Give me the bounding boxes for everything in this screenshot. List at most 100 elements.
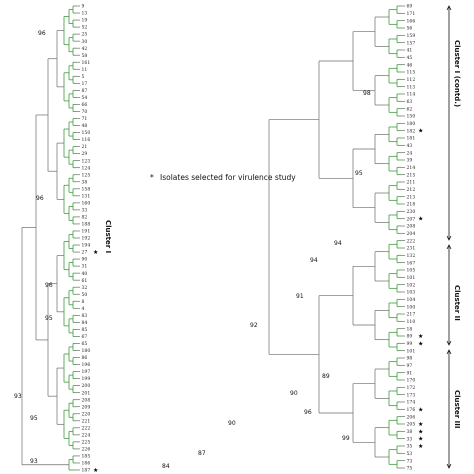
leaf-label: 217 bbox=[407, 312, 416, 318]
leaf-label: 98 bbox=[407, 356, 413, 362]
leaf-label: 101 bbox=[407, 348, 416, 354]
leaf-label: 4 bbox=[82, 306, 85, 312]
leaf-label: 161 bbox=[82, 60, 91, 66]
leaf-label: 67 bbox=[82, 334, 88, 340]
leaf-label: 176 bbox=[407, 407, 416, 413]
leaf-label: 11 bbox=[82, 67, 88, 73]
leaf-label: 204 bbox=[407, 231, 416, 237]
leaf-star-marker: ★ bbox=[418, 333, 423, 340]
leaf-label: 66 bbox=[82, 102, 88, 108]
leaf-label: 196 bbox=[82, 362, 91, 368]
leaf-label: 211 bbox=[407, 180, 416, 186]
cluster-arrowhead bbox=[446, 235, 452, 241]
leaf-label: 40 bbox=[82, 271, 88, 277]
leaf-label: 30 bbox=[82, 39, 88, 45]
leaf-label: 19 bbox=[82, 18, 88, 24]
cluster-label-left: Cluster I bbox=[104, 220, 112, 253]
leaf-label: 191 bbox=[82, 229, 91, 235]
leaf-star-marker: ★ bbox=[93, 467, 98, 474]
leaf-label: 171 bbox=[407, 11, 416, 17]
leaf-label: 48 bbox=[82, 123, 88, 129]
leaf-label: 31 bbox=[82, 264, 88, 270]
leaf-label: 222 bbox=[82, 425, 91, 431]
bootstrap-value: 93 bbox=[14, 393, 22, 400]
leaf-label: 112 bbox=[407, 77, 416, 83]
leaf-star-marker: ★ bbox=[93, 249, 98, 256]
leaf-label: 231 bbox=[407, 246, 416, 252]
leaf-label: 18 bbox=[407, 326, 413, 332]
leaf-label: 13 bbox=[82, 11, 88, 17]
leaf-label: 70 bbox=[82, 109, 88, 115]
bootstrap-value: 96 bbox=[38, 30, 46, 37]
leaf-label: 8 bbox=[82, 299, 85, 305]
leaf-label: 39 bbox=[407, 158, 413, 164]
bootstrap-value: 96 bbox=[45, 282, 53, 289]
bootstrap-value: 96 bbox=[36, 195, 44, 202]
leaf-label: 214 bbox=[407, 165, 416, 171]
leaf-label: 58 bbox=[82, 53, 88, 59]
cluster-arrowhead bbox=[446, 5, 452, 11]
leaf-label: 45 bbox=[407, 55, 413, 61]
leaf-label: 29 bbox=[82, 151, 88, 157]
leaf-label: 85 bbox=[82, 327, 88, 333]
leaf-label: 181 bbox=[407, 136, 416, 142]
legend-text: Isolates selected for virulence study bbox=[160, 173, 296, 182]
leaf-label: 103 bbox=[407, 290, 416, 296]
leaf-label: 115 bbox=[407, 70, 416, 76]
leaf-label: 224 bbox=[82, 432, 91, 438]
leaf-label: 90 bbox=[82, 257, 88, 263]
bootstrap-value: 94 bbox=[334, 240, 342, 247]
cluster-arrowhead bbox=[446, 340, 452, 346]
leaf-label: 53 bbox=[407, 451, 413, 457]
left-dendrogram-panel: 9131952253042581611151787546670714815011… bbox=[14, 4, 112, 474]
bootstrap-value: 87 bbox=[198, 450, 206, 457]
bootstrap-value: 93 bbox=[30, 458, 38, 465]
bootstrap-value: 84 bbox=[162, 463, 170, 470]
cluster-label-right: Cluster I (contd.) bbox=[453, 40, 461, 107]
leaf-star-marker: ★ bbox=[418, 340, 423, 347]
bootstrap-value: 94 bbox=[310, 257, 318, 264]
leaf-label: 170 bbox=[407, 378, 416, 384]
leaf-star-marker: ★ bbox=[418, 443, 423, 450]
leaf-label: 82 bbox=[82, 215, 88, 221]
leaf-label: 105 bbox=[407, 268, 416, 274]
leaf-label: 50 bbox=[82, 292, 88, 298]
leaf-label: 172 bbox=[407, 385, 416, 391]
cluster-arrowhead bbox=[446, 244, 452, 250]
leaf-label: 61 bbox=[82, 278, 88, 284]
leaf-label: 186 bbox=[82, 461, 91, 467]
leaf-label: 194 bbox=[82, 243, 91, 249]
bootstrap-value: 95 bbox=[355, 170, 363, 177]
leaf-label: 32 bbox=[82, 285, 88, 291]
leaf-label: 87 bbox=[82, 88, 88, 94]
leaf-label: 157 bbox=[407, 40, 416, 46]
leaf-label: 43 bbox=[407, 143, 413, 149]
leaf-label: 187 bbox=[82, 468, 91, 474]
leaf-label: 230 bbox=[407, 209, 416, 215]
leaf-label: 17 bbox=[82, 81, 88, 87]
leaf-label: 192 bbox=[82, 236, 91, 242]
leaf-label: 91 bbox=[407, 370, 413, 376]
leaf-label: 27 bbox=[82, 250, 88, 256]
leaf-label: 226 bbox=[82, 447, 91, 453]
leaf-label: 208 bbox=[82, 397, 91, 403]
bootstrap-value: 90 bbox=[228, 420, 236, 427]
leaf-label: 86 bbox=[82, 355, 88, 361]
leaf-label: 9 bbox=[82, 4, 85, 10]
leaf-label: 123 bbox=[82, 158, 91, 164]
leaf-star-marker: ★ bbox=[418, 216, 423, 223]
leaf-label: 71 bbox=[82, 116, 88, 122]
leaf-label: 113 bbox=[407, 84, 416, 90]
leaf-label: 25 bbox=[82, 32, 88, 38]
leaf-label: 63 bbox=[407, 99, 413, 105]
leaf-label: 102 bbox=[407, 282, 416, 288]
leaf-label: 110 bbox=[407, 319, 416, 325]
leaf-label: 215 bbox=[407, 172, 416, 178]
leaf-label: 209 bbox=[82, 404, 91, 410]
leaf-label: 150 bbox=[407, 114, 416, 120]
leaf-label: 213 bbox=[407, 194, 416, 200]
leaf-label: 212 bbox=[407, 187, 416, 193]
leaf-label: 89 bbox=[407, 334, 413, 340]
cluster-label-right: Cluster II bbox=[453, 285, 461, 321]
